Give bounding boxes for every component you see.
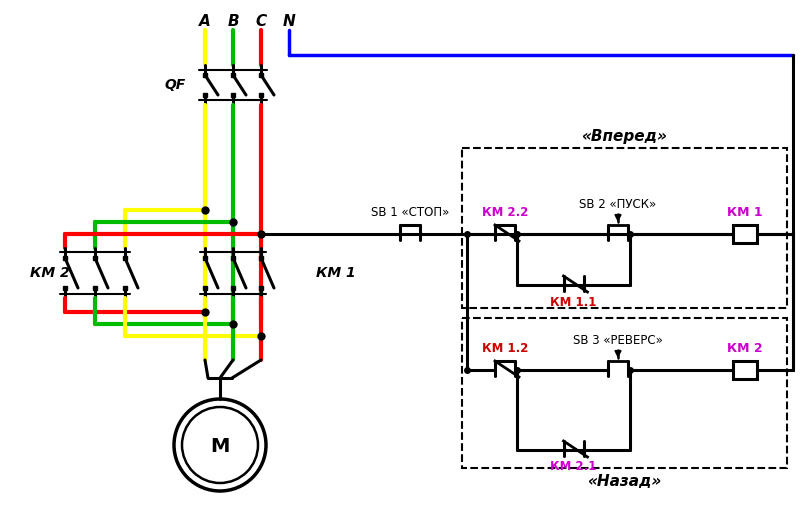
Text: SB 1 «СТОП»: SB 1 «СТОП» xyxy=(370,205,449,218)
Text: «Вперед»: «Вперед» xyxy=(582,128,667,143)
Text: КМ 2.2: КМ 2.2 xyxy=(482,205,529,218)
Text: SB 3 «РЕВЕРС»: SB 3 «РЕВЕРС» xyxy=(573,333,663,347)
Text: КМ 2: КМ 2 xyxy=(30,266,69,280)
Bar xyxy=(462,318,787,468)
Text: M: M xyxy=(211,438,230,457)
Text: КМ 2.1: КМ 2.1 xyxy=(550,460,596,474)
Text: КМ 1: КМ 1 xyxy=(316,266,356,280)
Bar xyxy=(462,148,787,308)
Text: QF: QF xyxy=(165,78,186,92)
Text: КМ 1.2: КМ 1.2 xyxy=(482,342,529,354)
Bar xyxy=(733,225,757,243)
Text: «Назад»: «Назад» xyxy=(587,475,662,490)
Text: B: B xyxy=(228,14,239,29)
Text: C: C xyxy=(255,14,266,29)
Text: A: A xyxy=(199,14,211,29)
Text: SB 2 «ПУСК»: SB 2 «ПУСК» xyxy=(579,198,657,211)
Text: N: N xyxy=(282,14,295,29)
Text: КМ 1.1: КМ 1.1 xyxy=(550,297,596,310)
Text: КМ 1: КМ 1 xyxy=(727,205,763,218)
Text: КМ 2: КМ 2 xyxy=(727,342,763,354)
Bar xyxy=(733,361,757,379)
